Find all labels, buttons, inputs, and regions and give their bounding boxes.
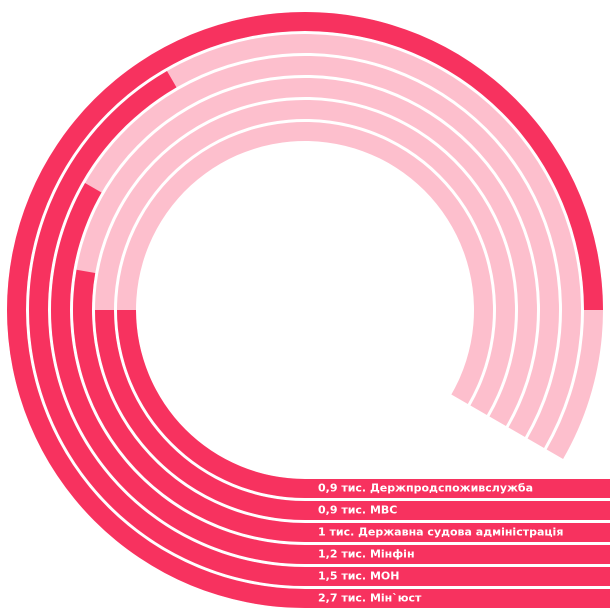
bar — [117, 310, 610, 498]
value-label: 2,7 тис. — [318, 592, 366, 605]
bar-label: 0,9 тис. МВС — [318, 504, 397, 517]
category-label: Мін`юст — [370, 592, 422, 605]
category-label: Державна судова адміністрація — [358, 526, 563, 539]
value-label: 1 тис. — [318, 526, 354, 539]
bar-label: 1 тис. Державна судова адміністрація — [318, 526, 563, 539]
bar-label: 1,5 тис. МОН — [318, 570, 399, 583]
value-label: 0,9 тис. — [318, 482, 366, 495]
category-label: МОН — [370, 570, 400, 583]
value-label: 1,5 тис. — [318, 570, 366, 583]
bar-label: 2,7 тис. Мін`юст — [318, 592, 422, 605]
bar-label: 0,9 тис. Держпродспоживслужба — [318, 482, 533, 495]
value-label: 1,2 тис. — [318, 548, 366, 561]
bar-label: 1,2 тис. Мінфін — [318, 548, 415, 561]
category-label: Держпродспоживслужба — [370, 482, 533, 495]
value-label: 0,9 тис. — [318, 504, 366, 517]
category-label: Мінфін — [370, 548, 415, 561]
category-label: МВС — [370, 504, 397, 517]
